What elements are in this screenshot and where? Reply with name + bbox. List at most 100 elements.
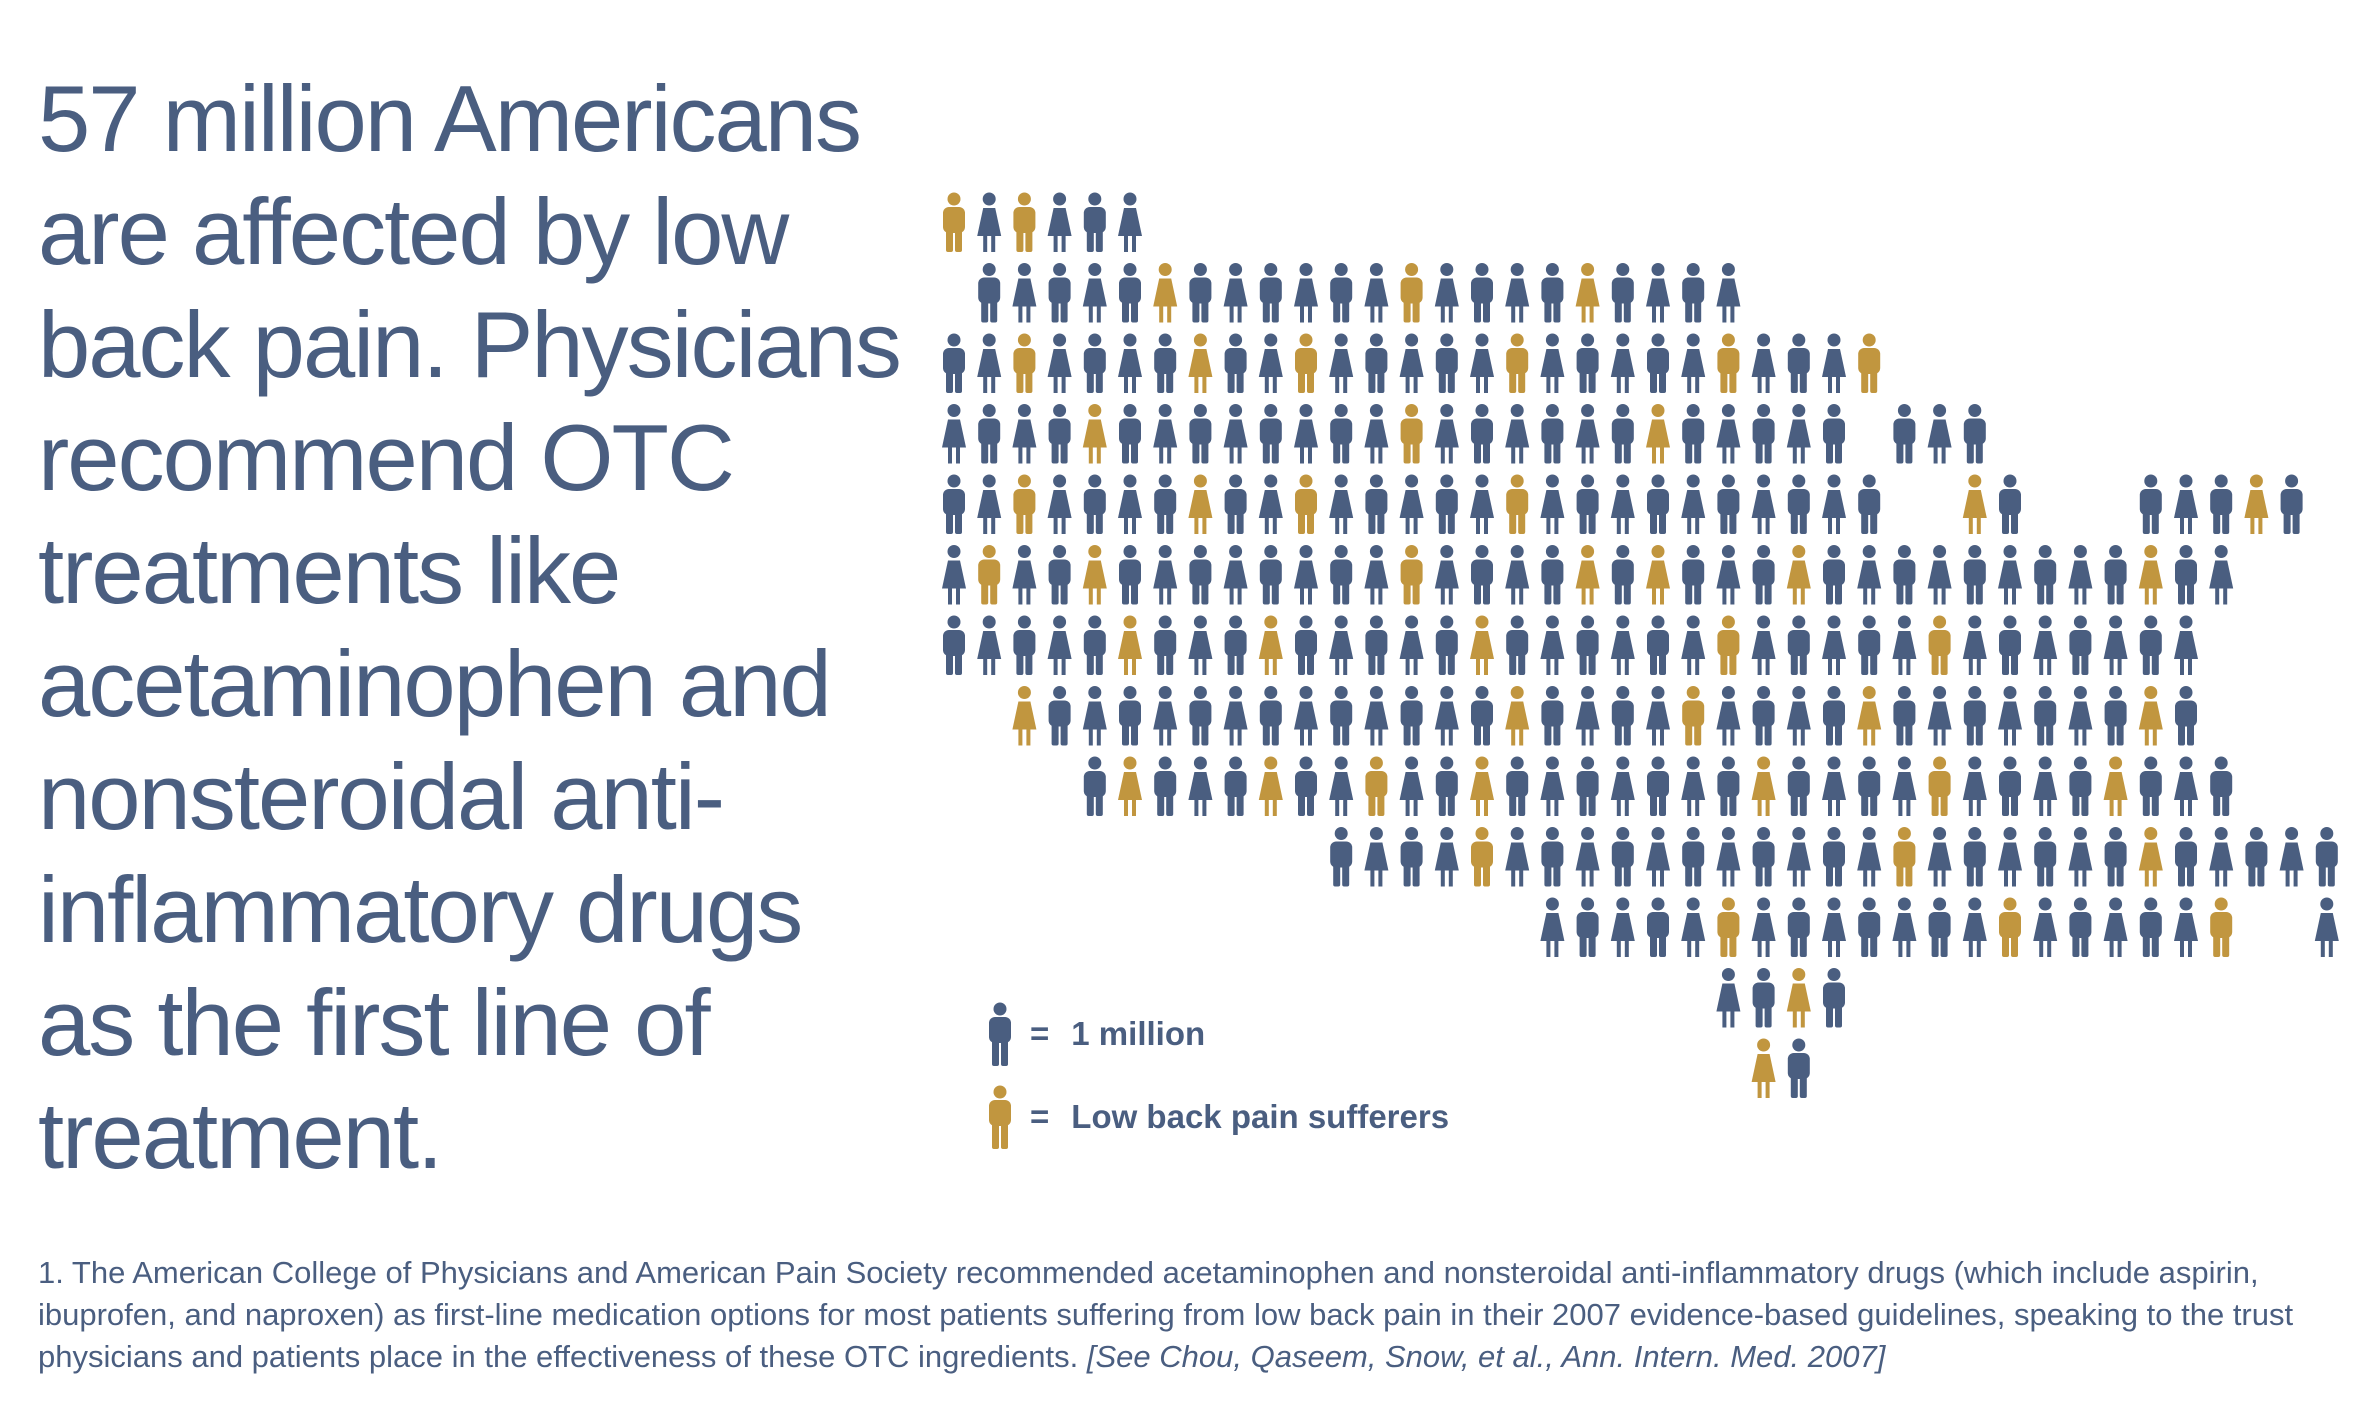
person-icon [1434,545,1459,605]
person-icon [2139,756,2162,816]
person-icon [1330,263,1353,323]
person-icon [1998,686,2022,746]
person-icon [942,404,966,464]
person-icon [1189,263,1212,323]
footnote-text: 1. The American College of Physicians an… [38,1255,2294,1374]
person-icon [1471,404,1493,464]
sufferer-icon [1118,756,1142,816]
person-icon [1751,897,1776,957]
person-icon [977,333,1002,393]
person-icon [1506,615,1529,675]
sufferer-icon [1928,756,1951,816]
person-icon [1610,897,1635,957]
person-icon [1858,474,1881,534]
person-icon [1822,897,1846,957]
person-icon [1083,192,1106,252]
person-icon [1963,686,1986,746]
person-icon [2034,827,2057,887]
sufferer-icon [1682,686,1705,746]
person-icon [1822,756,1846,816]
sufferer-icon [1295,333,1317,393]
person-icon [1399,756,1424,816]
person-icon [1154,333,1177,393]
person-icon [1259,263,1282,323]
person-icon [2069,897,2092,957]
person-icon [1365,333,1388,393]
sufferer-icon [1012,686,1037,746]
person-icon [1048,686,1071,746]
person-icon [2315,827,2338,887]
person-icon [2314,897,2339,957]
person-icon [1259,686,1282,746]
person-icon [978,263,1001,323]
person-icon [2033,615,2058,675]
person-icon [1119,686,1141,746]
person-icon [2175,827,2197,887]
person-icon [1189,686,1212,746]
person-icon [1118,192,1142,252]
sufferer-icon [1928,615,1951,675]
sufferer-icon [1575,263,1600,323]
person-icon [1647,756,1669,816]
sufferer-icon [1258,615,1283,675]
sufferer-icon [1751,1038,1776,1098]
person-icon [2068,545,2093,605]
person-icon [1540,333,1565,393]
person-icon [1224,615,1247,675]
person-icon [1154,756,1177,816]
person-icon [2033,897,2058,957]
person-icon [1400,827,1423,887]
person-icon [1646,827,1670,887]
person-icon [1647,615,1669,675]
person-icon [1012,545,1037,605]
person-icon [1823,545,1845,605]
person-icon [1751,615,1776,675]
person-icon [2210,756,2233,816]
person-icon [1575,827,1600,887]
sufferer-icon [1786,545,1811,605]
person-icon [1716,545,1741,605]
person-icon [1752,827,1775,887]
person-icon [989,1085,1011,1149]
person-icon [1258,333,1283,393]
person-icon [2209,545,2234,605]
sufferer-icon [1717,615,1740,675]
sufferer-icon [1857,686,1882,746]
person-icon [1716,263,1741,323]
person-icon [1189,545,1212,605]
person-icon [1153,545,1178,605]
person-icon [943,615,965,675]
person-icon [1012,404,1037,464]
person-icon [1822,615,1846,675]
person-icon [1364,263,1389,323]
sufferer-icon [2103,756,2128,816]
sufferer-icon [943,192,965,252]
sufferer-icon [1786,968,1811,1028]
person-icon [1822,474,1846,534]
person-icon [1188,615,1213,675]
person-icon [1434,263,1459,323]
person-icon [2174,615,2198,675]
sufferer-icon [1082,404,1107,464]
us-map-pictogram [942,192,2339,1098]
sufferer-icon [1400,545,1423,605]
person-icon [1611,404,1634,464]
person-icon [1154,615,1177,675]
person-icon [1787,615,1810,675]
person-icon [1998,827,2022,887]
person-icon [1505,827,1530,887]
headline: 57 million Americans are affected by low… [38,66,902,1188]
person-icon [1224,756,1247,816]
person-icon [977,615,1002,675]
sufferer-icon [2138,827,2163,887]
person-icon [1962,615,1987,675]
sufferer-icon [1893,827,1916,887]
legend-unit-label: 1 million [1071,1015,1206,1052]
legend-sufferer-label: Low back pain sufferers [1071,1098,1450,1135]
person-icon [2245,827,2268,887]
person-icon [1963,404,1986,464]
sufferer-icon [1717,333,1740,393]
person-icon [1223,545,1248,605]
footnote: 1. The American College of Physicians an… [38,1252,2348,1378]
person-icon [1576,615,1599,675]
